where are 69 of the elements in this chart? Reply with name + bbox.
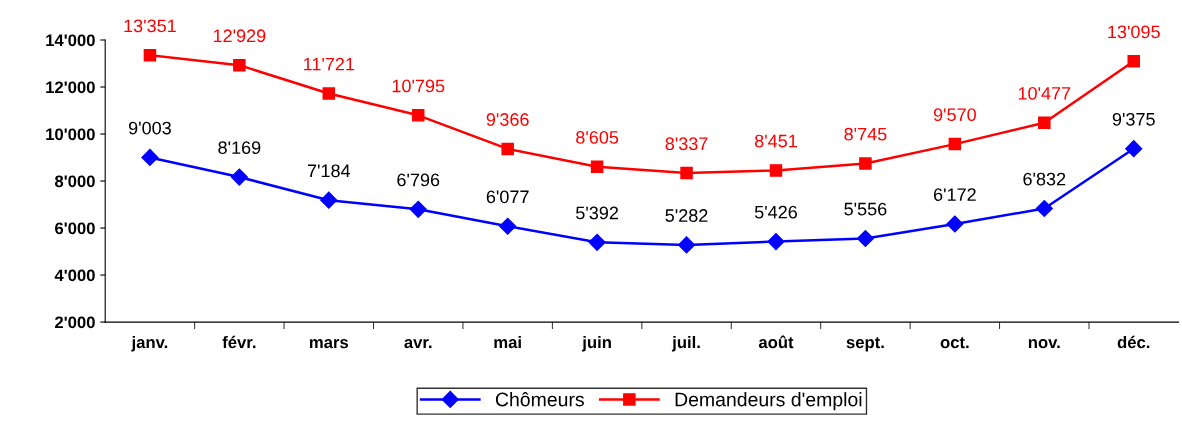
- data-label: 9'003: [128, 121, 171, 135]
- y-tick-label: 4'000: [54, 269, 95, 282]
- data-label: 5'282: [665, 209, 708, 222]
- x-tick-label: nov.: [1028, 339, 1060, 349]
- point: [409, 200, 427, 218]
- data-label: 8'451: [754, 134, 797, 148]
- y-tick-label: 12'000: [46, 81, 95, 94]
- data-label: 12'929: [213, 29, 266, 43]
- point: [1125, 140, 1143, 158]
- x-tick-label: août: [758, 335, 794, 349]
- x-tick-label: sept.: [846, 337, 884, 352]
- y-tick-label: 14'000: [46, 34, 95, 47]
- x-tick-label: avr.: [404, 339, 432, 349]
- data-label: 6'172: [933, 188, 976, 201]
- point: [946, 215, 964, 233]
- data-label: 8'337: [665, 137, 708, 151]
- point: [680, 166, 693, 180]
- data-label: 9'570: [933, 108, 976, 122]
- data-label: 10'795: [392, 79, 445, 93]
- x-tick-label: déc.: [1117, 335, 1150, 349]
- point: [230, 168, 248, 186]
- data-label: 13'351: [124, 19, 176, 33]
- y-tick-label: 8'000: [54, 175, 95, 188]
- y-tick-label: 10'000: [46, 128, 95, 141]
- point: [322, 87, 336, 100]
- data-label: 13'095: [1108, 25, 1160, 39]
- x-tick-label: mai: [494, 335, 521, 349]
- data-label: 6'796: [397, 173, 440, 187]
- point: [1038, 116, 1051, 130]
- data-label: 9'375: [1112, 112, 1155, 126]
- point: [856, 229, 874, 248]
- x-tick-label: juin: [582, 335, 611, 352]
- legend-label: Chômeurs: [495, 392, 584, 407]
- x-tick-label: mars: [309, 339, 349, 349]
- point: [948, 137, 962, 151]
- x-tick-label: oct.: [940, 337, 969, 349]
- point: [588, 233, 606, 251]
- point: [143, 48, 157, 62]
- point: [590, 160, 604, 174]
- x-tick-label: janv.: [131, 335, 168, 352]
- y-tick-label: 6'000: [55, 222, 95, 235]
- legend-label: Demandeurs d'emploi: [675, 392, 862, 411]
- data-label: 6'077: [486, 190, 529, 204]
- point: [859, 157, 872, 170]
- point: [411, 109, 425, 122]
- point: [141, 148, 159, 167]
- data-label: 7'184: [307, 164, 351, 178]
- point: [767, 232, 785, 251]
- point: [769, 164, 783, 177]
- point: [233, 58, 246, 72]
- x-tick-label: juil.: [671, 335, 700, 352]
- point: [1127, 55, 1140, 68]
- data-label: 11'721: [304, 57, 355, 71]
- data-label: 6'832: [1023, 172, 1066, 186]
- point: [677, 236, 696, 254]
- data-label: 5'426: [754, 205, 797, 219]
- point: [499, 217, 517, 235]
- data-label: 5'556: [844, 202, 887, 216]
- data-label: 9'366: [486, 113, 529, 126]
- data-label: 8'169: [218, 141, 261, 155]
- x-tick-label: févr.: [222, 335, 256, 349]
- point: [320, 191, 338, 209]
- data-label: 8'745: [844, 127, 887, 141]
- data-label: 8'605: [576, 131, 619, 144]
- y-tick-label: 2'000: [55, 316, 95, 329]
- point: [501, 142, 514, 156]
- point: [1035, 199, 1053, 218]
- data-label: 5'392: [576, 206, 619, 220]
- data-label: 10'477: [1018, 87, 1071, 100]
